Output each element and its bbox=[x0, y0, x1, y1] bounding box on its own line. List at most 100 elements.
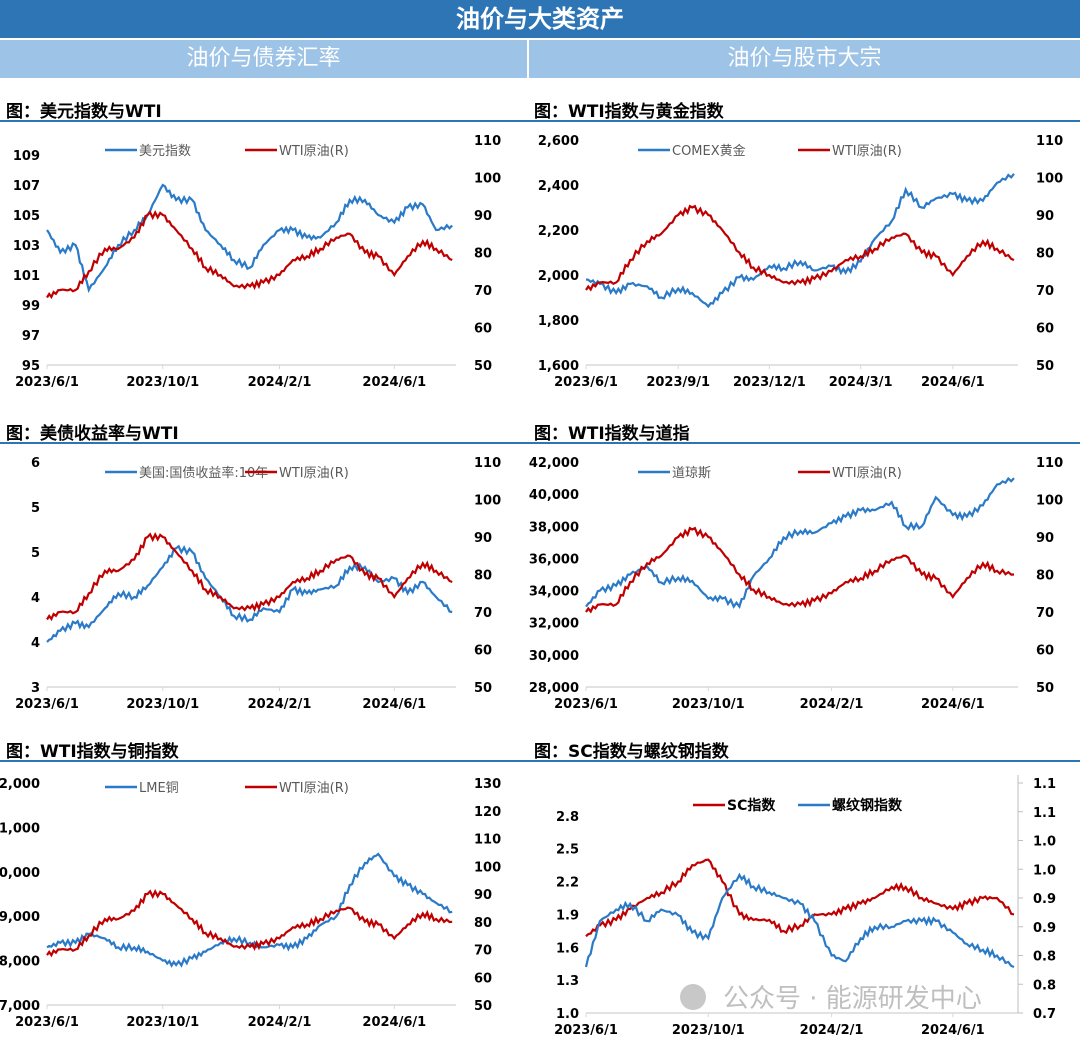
y-left-tick-label: 1.9 bbox=[556, 908, 579, 923]
y-left-tick-label: 4 bbox=[31, 636, 40, 651]
x-tick-label: 2024/6/1 bbox=[362, 697, 426, 712]
y-left-tick-label: 34,000 bbox=[529, 585, 579, 600]
x-tick-label: 2024/2/1 bbox=[248, 1015, 312, 1030]
title-divider bbox=[0, 760, 528, 762]
y-left-tick-label: 105 bbox=[13, 209, 40, 224]
title-divider bbox=[528, 120, 1080, 122]
series-line bbox=[46, 852, 453, 968]
y-left-tick-label: 2,400 bbox=[538, 179, 579, 194]
chart-title: 图：SC指数与螺纹钢指数 bbox=[534, 742, 729, 762]
y-right-tick-label: 80 bbox=[474, 247, 492, 262]
y-right-tick-label: 110 bbox=[474, 134, 501, 149]
page-title: 油价与大类资产 bbox=[0, 0, 1080, 38]
y-left-tick-label: 2,000 bbox=[538, 269, 579, 284]
y-left-tick-label: 32,000 bbox=[529, 617, 579, 632]
y-left-tick-label: 5 bbox=[31, 546, 40, 561]
y-right-tick-label: 50 bbox=[474, 999, 492, 1014]
y-right-tick-label: 100 bbox=[1036, 494, 1063, 509]
legend-label: SC指数 bbox=[727, 797, 776, 814]
chart-svg: 1,600 1,800 2,000 2,200 2,400 2,600 50 60 70 80 90… bbox=[538, 134, 1063, 390]
legend-label: 美元指数 bbox=[139, 144, 191, 159]
legend-label: 道琼斯 bbox=[672, 466, 711, 481]
y-right-tick-label: 90 bbox=[1036, 209, 1054, 224]
chart-svg: 28,000 30,000 32,000 34,000 36,000 38,000 40,0… bbox=[529, 456, 1063, 712]
series-line bbox=[46, 210, 453, 300]
y-left-tick-label: 7,000 bbox=[0, 999, 40, 1014]
watermark: 公众号 · 能源研发中心 bbox=[723, 984, 982, 1014]
series-line bbox=[585, 204, 1015, 292]
legend-label: COMEX黄金 bbox=[672, 143, 746, 159]
x-tick-label: 2024/6/1 bbox=[921, 1023, 985, 1038]
x-tick-label: 2024/6/1 bbox=[921, 697, 985, 712]
legend-label: LME铜 bbox=[139, 781, 179, 796]
y-right-tick-label: 0.8 bbox=[1033, 950, 1056, 965]
x-tick-label: 2024/6/1 bbox=[362, 1015, 426, 1030]
y-left-tick-label: 99 bbox=[22, 299, 40, 314]
legend-label: WTI原油(R) bbox=[279, 144, 349, 159]
chart-panel: 图：美债收益率与WTI 3 4 4 5 5 6 50 60 70 80 90 100 110 2023/6/… bbox=[0, 417, 528, 727]
y-right-tick-label: 0.7 bbox=[1033, 1007, 1056, 1022]
chart-title: 图：美债收益率与WTI bbox=[6, 424, 179, 444]
x-tick-label: 2023/10/1 bbox=[126, 1015, 199, 1030]
y-right-tick-label: 70 bbox=[474, 606, 492, 621]
y-right-tick-label: 90 bbox=[474, 209, 492, 224]
y-left-tick-label: 109 bbox=[13, 149, 40, 164]
y-left-tick-label: 1.0 bbox=[556, 1007, 579, 1022]
x-tick-label: 2023/6/1 bbox=[554, 1023, 618, 1038]
x-tick-label: 2023/10/1 bbox=[672, 1023, 745, 1038]
y-left-tick-label: 10,000 bbox=[0, 866, 40, 881]
y-right-tick-label: 70 bbox=[474, 284, 492, 299]
y-left-tick-label: 101 bbox=[13, 269, 40, 284]
chart-svg: 1.0 1.3 1.6 1.9 2.2 2.5 2.8 0.7 0.8 0.8 0.9 0.9 1.0 1… bbox=[554, 775, 1056, 1038]
legend-label: 美国:国债收益率:10年 bbox=[139, 465, 268, 481]
y-right-tick-label: 70 bbox=[1036, 606, 1054, 621]
y-left-tick-label: 2,600 bbox=[538, 134, 579, 149]
y-right-tick-label: 1.1 bbox=[1033, 777, 1056, 792]
chart-panel: 图：美元指数与WTI 95 97 99 101 103 105 107 109 50 60 70 80 9… bbox=[0, 95, 528, 405]
chart-svg: 95 97 99 101 103 105 107 109 50 60 70 80 90 100 110 202… bbox=[13, 134, 501, 390]
title-divider bbox=[0, 120, 528, 122]
x-tick-label: 2024/3/1 bbox=[829, 375, 893, 390]
y-left-tick-label: 36,000 bbox=[529, 552, 579, 567]
y-left-tick-label: 42,000 bbox=[529, 456, 579, 471]
y-right-tick-label: 110 bbox=[1036, 134, 1063, 149]
y-left-tick-label: 3 bbox=[31, 681, 40, 696]
y-right-tick-label: 80 bbox=[1036, 569, 1054, 584]
x-tick-label: 2023/10/1 bbox=[126, 375, 199, 390]
y-right-tick-label: 80 bbox=[474, 916, 492, 931]
y-right-tick-label: 100 bbox=[474, 494, 501, 509]
y-right-tick-label: 90 bbox=[474, 888, 492, 903]
y-right-tick-label: 100 bbox=[474, 860, 501, 875]
y-right-tick-label: 60 bbox=[474, 322, 492, 337]
y-left-tick-label: 95 bbox=[22, 359, 40, 374]
y-right-tick-label: 50 bbox=[1036, 359, 1054, 374]
y-right-tick-label: 1.0 bbox=[1033, 863, 1056, 878]
y-left-tick-label: 40,000 bbox=[529, 488, 579, 503]
y-right-tick-label: 100 bbox=[1036, 172, 1063, 187]
y-right-tick-label: 110 bbox=[474, 833, 501, 848]
chart-panel: 图：SC指数与螺纹钢指数 1.0 1.3 1.6 1.9 2.2 2.5 2.8 0.7 0.8 0… bbox=[528, 735, 1080, 1045]
y-right-tick-label: 90 bbox=[474, 531, 492, 546]
y-right-tick-label: 130 bbox=[474, 777, 501, 792]
series-line bbox=[585, 526, 1015, 614]
chart-svg: 7,000 8,000 9,000 10,000 11,000 12,000 50 60 70 8… bbox=[0, 777, 501, 1030]
x-tick-label: 2024/6/1 bbox=[921, 375, 985, 390]
series-line bbox=[585, 476, 1015, 610]
y-right-tick-label: 1.0 bbox=[1033, 835, 1056, 850]
y-left-tick-label: 1.6 bbox=[556, 941, 579, 956]
y-right-tick-label: 110 bbox=[474, 456, 501, 471]
section-header-left: 油价与债券汇率 bbox=[0, 40, 527, 78]
y-left-tick-label: 9,000 bbox=[0, 910, 40, 925]
legend-label: WTI原油(R) bbox=[832, 144, 902, 159]
series-line bbox=[585, 173, 1015, 309]
series-line bbox=[46, 889, 453, 958]
y-right-tick-label: 1.1 bbox=[1033, 806, 1056, 821]
y-left-tick-label: 1,800 bbox=[538, 314, 579, 329]
y-left-tick-label: 1,600 bbox=[538, 359, 579, 374]
chart-svg: 3 4 4 5 5 6 50 60 70 80 90 100 110 2023/6/1 2023/10/1 2… bbox=[15, 456, 501, 712]
y-left-tick-label: 30,000 bbox=[529, 649, 579, 664]
wechat-icon bbox=[680, 984, 706, 1010]
y-right-tick-label: 90 bbox=[1036, 531, 1054, 546]
x-tick-label: 2023/6/1 bbox=[15, 697, 79, 712]
legend-label: 螺纹钢指数 bbox=[832, 797, 903, 814]
